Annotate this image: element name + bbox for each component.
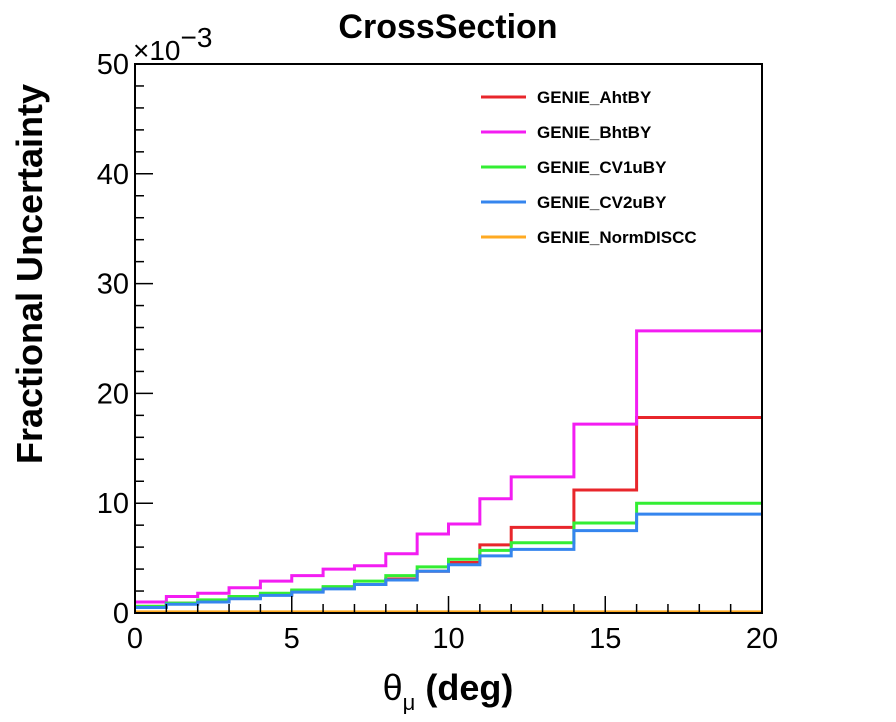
x-axis-title: θμ (deg) bbox=[383, 667, 514, 715]
x-tick-label: 20 bbox=[746, 623, 778, 655]
legend-label-2: GENIE_CV1uBY bbox=[537, 158, 667, 177]
y-tick-label: 10 bbox=[97, 488, 129, 520]
series-line-3 bbox=[135, 512, 762, 610]
x-tick-label: 5 bbox=[284, 623, 300, 655]
x-tick-label: 15 bbox=[589, 623, 621, 655]
legend-label-4: GENIE_NormDISCC bbox=[537, 228, 697, 247]
y-multiplier-exponent: −3 bbox=[181, 22, 213, 53]
x-axis-subscript: μ bbox=[403, 690, 416, 715]
y-tick-label: 0 bbox=[113, 598, 129, 630]
plot-area: 0 5 10 15 20 0 10 20 30 40 50 GENIE_AhtBY GENIE_BhtB… bbox=[97, 49, 778, 655]
chart-title: CrossSection bbox=[338, 8, 557, 46]
legend-label-1: GENIE_BhtBY bbox=[537, 123, 652, 142]
x-tick-label: 0 bbox=[127, 623, 143, 655]
series-line-0 bbox=[135, 416, 762, 608]
y-multiplier-base: ×10 bbox=[133, 35, 181, 66]
y-tick-label: 20 bbox=[97, 378, 129, 410]
x-tick-label: 10 bbox=[432, 623, 464, 655]
series-line-1 bbox=[135, 329, 762, 604]
y-tick-label: 50 bbox=[97, 49, 129, 81]
y-tick-label: 30 bbox=[97, 269, 129, 301]
y-multiplier: ×10−3 bbox=[133, 22, 212, 66]
legend-label-0: GENIE_AhtBY bbox=[537, 88, 652, 107]
y-tick-label: 40 bbox=[97, 159, 129, 191]
legend-label-3: GENIE_CV2uBY bbox=[537, 193, 667, 212]
x-axis-symbol: θ bbox=[383, 667, 403, 708]
y-axis-title: Fractional Uncertainty bbox=[9, 84, 50, 464]
series-line-2 bbox=[135, 501, 762, 608]
x-axis-unit: (deg) bbox=[425, 667, 513, 708]
